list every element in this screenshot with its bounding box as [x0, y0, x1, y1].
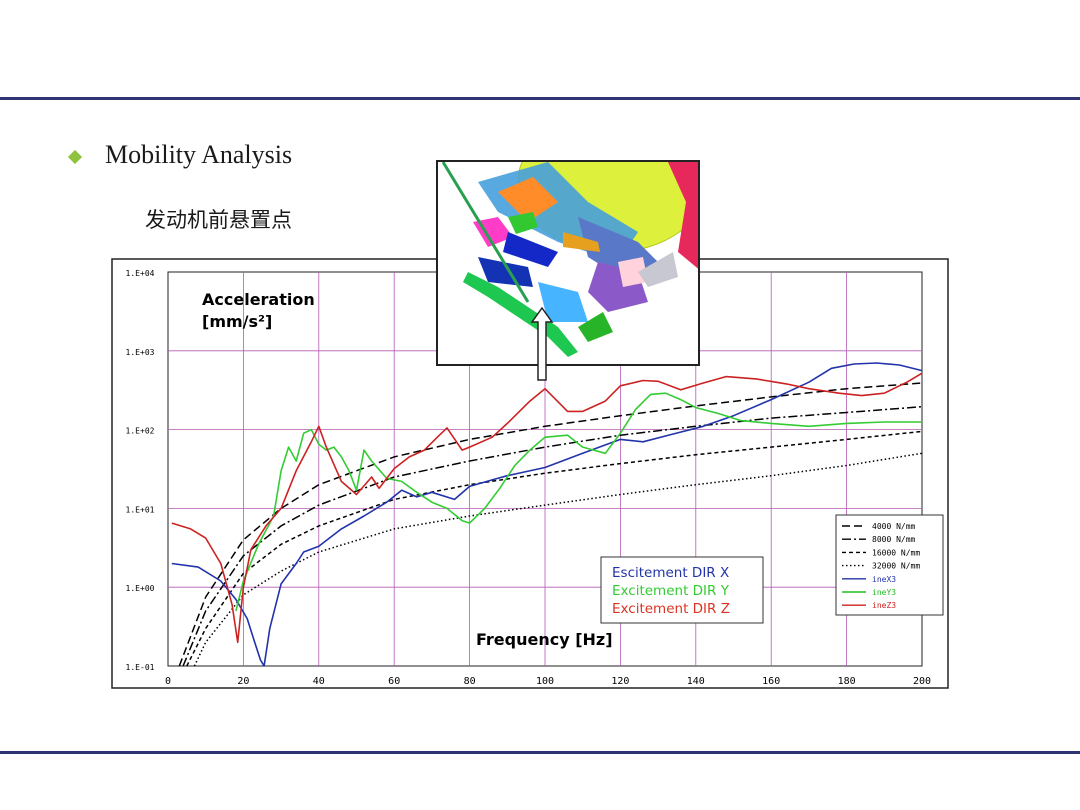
engine-mount-model-image: [436, 160, 700, 366]
legend-right-entry: ineY3: [872, 588, 896, 597]
legend-right-entry: 32000 N/mm: [872, 562, 920, 571]
grid-lines: [168, 272, 922, 666]
legend-right-entry: ineZ3: [872, 601, 896, 610]
y-tick-label: 1.E-01: [126, 663, 155, 672]
x-tick-label: 140: [687, 676, 705, 687]
x-axis-label: Frequency [Hz]: [476, 630, 613, 649]
x-tick-label: 20: [237, 676, 249, 687]
legend-right-entry: ineX3: [872, 575, 896, 584]
engine-mount-model-drawing: [438, 162, 698, 364]
y-tick-label: 1.E+02: [126, 427, 155, 436]
legend-center-entry: Excitement DIR Y: [612, 583, 730, 599]
y-tick-labels: 1.E-01 1.E+00 1.E+01 1.E+02 1.E+03 1.E+04: [126, 269, 155, 672]
legend-right-entry: 8000 N/mm: [872, 535, 916, 544]
x-tick-label: 100: [536, 676, 554, 687]
series-line-16000-n-mm: [186, 430, 923, 667]
x-tick-label: 60: [388, 676, 400, 687]
x-tick-label: 180: [838, 676, 856, 687]
series-line-inez3: [171, 372, 923, 644]
x-tick-label: 200: [913, 676, 931, 687]
series-line-32000-n-mm: [193, 452, 923, 667]
legend-right-box: [835, 514, 944, 616]
subtitle: 发动机前悬置点: [145, 208, 292, 232]
x-tick-label: 160: [762, 676, 780, 687]
x-tick-label: 0: [165, 676, 171, 687]
y-axis-label-line2: [mm/s²]: [202, 312, 272, 331]
legend-right-entry: 16000 N/mm: [872, 548, 920, 557]
y-axis-label-line1: Acceleration: [202, 290, 315, 309]
legend-center-entry: Escitement DIR X: [612, 565, 729, 581]
y-tick-label: 1.E+00: [126, 584, 155, 593]
legend-center: Escitement DIR X Excitement DIR Y Exciteme…: [600, 556, 764, 624]
legend-right: 4000 N/mm 8000 N/mm 16000 N/mm 32000 N/mm in…: [835, 514, 944, 616]
bottom-rule: [0, 751, 1080, 754]
series-line-iney3: [235, 392, 922, 612]
series-line-inex3: [171, 362, 923, 667]
series-line-4000-n-mm: [178, 382, 923, 667]
data-curves: [171, 362, 923, 667]
y-tick-label: 1.E+03: [126, 348, 155, 357]
legend-center-entry: Excitement DIR Z: [612, 601, 730, 617]
top-rule: [0, 97, 1080, 100]
legend-right-entry: 4000 N/mm: [872, 522, 916, 531]
x-tick-label: 80: [464, 676, 476, 687]
bullet-title: Mobility Analysis: [105, 140, 293, 169]
y-tick-label: 1.E+01: [126, 505, 155, 514]
y-tick-label: 1.E+04: [126, 269, 155, 278]
x-tick-labels: 0 20 40 60 80 100 120 140 160 180 200: [165, 676, 931, 687]
x-tick-label: 40: [313, 676, 325, 687]
series-line-8000-n-mm: [182, 405, 923, 667]
x-tick-label: 120: [611, 676, 629, 687]
legend-center-box: [600, 556, 764, 624]
